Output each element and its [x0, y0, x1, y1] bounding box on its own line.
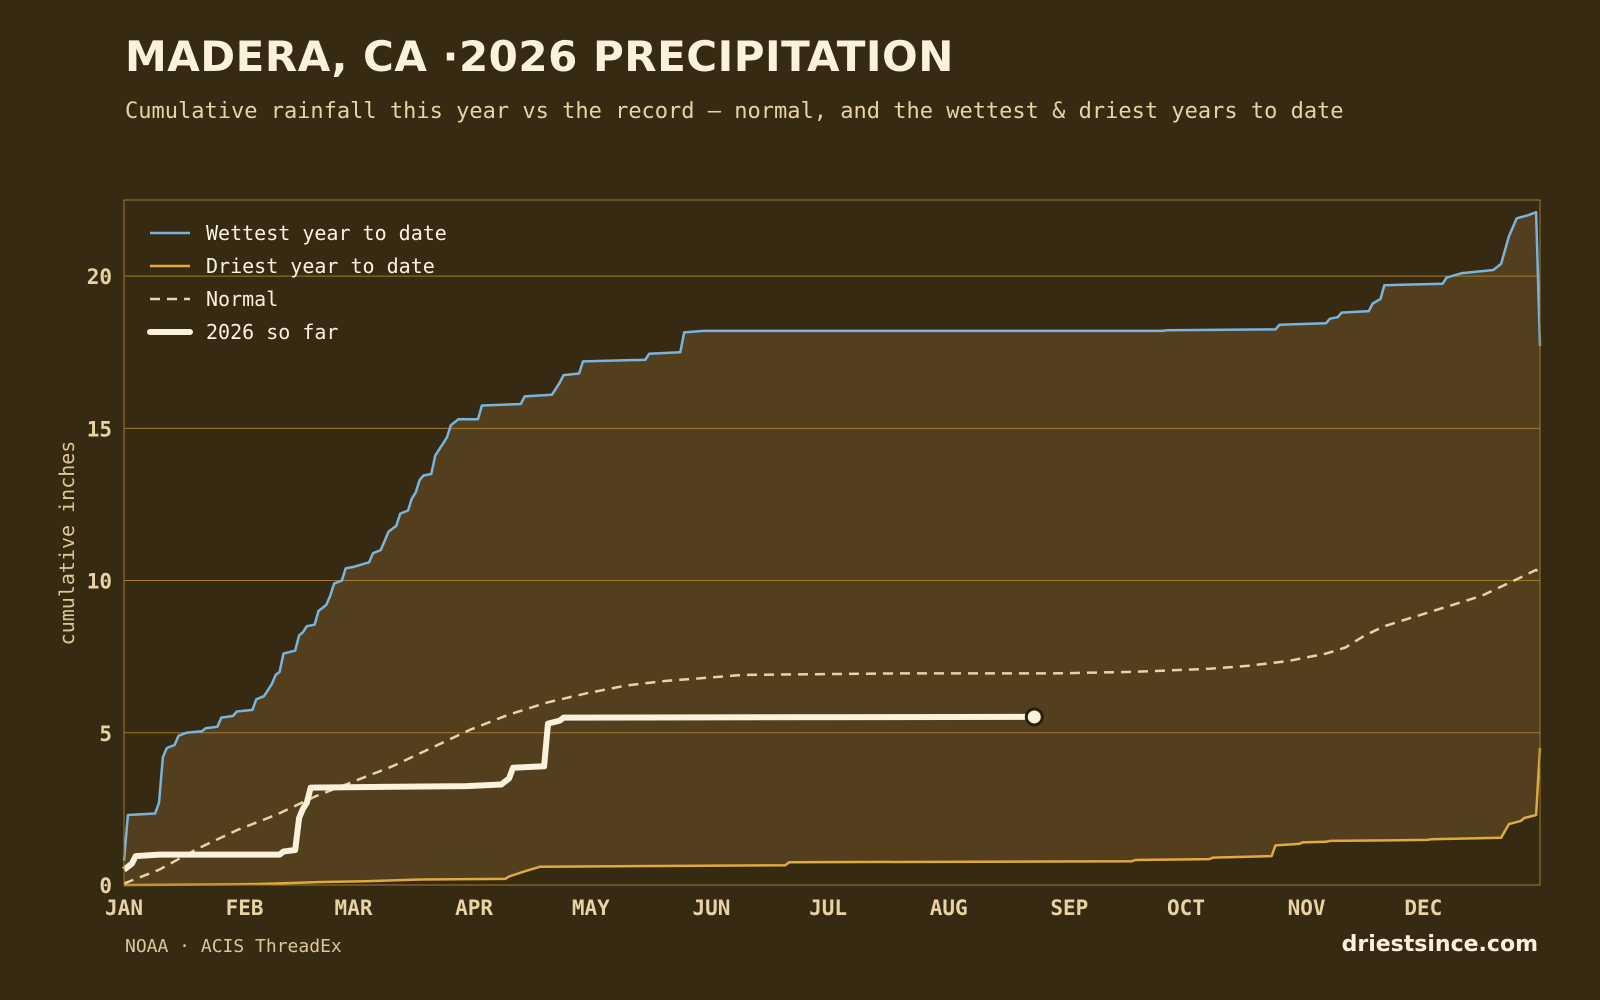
x-tick-label-apr: APR: [455, 896, 493, 920]
x-tick-label-dec: DEC: [1404, 896, 1442, 920]
chart-title: MADERA, CA ·2026 PRECIPITATION: [125, 32, 954, 81]
normal-line: [123, 568, 1541, 885]
y-tick-label: 15: [87, 417, 112, 441]
x-tick-label-oct: OCT: [1167, 896, 1205, 920]
x-tick-label-jun: JUN: [692, 896, 730, 920]
y-tick-label: 0: [99, 874, 112, 898]
y-axis-label: cumulative inches: [55, 441, 79, 646]
chart-subtitle: Cumulative rainfall this year vs the rec…: [125, 99, 1344, 124]
x-tick-label-nov: NOV: [1288, 896, 1326, 920]
plot-frame: [123, 199, 1541, 886]
x-tick-label-mar: MAR: [335, 896, 373, 920]
x-tick-label-feb: FEB: [226, 896, 264, 920]
current-year-marker: [1024, 707, 1044, 727]
legend-label-1: Driest year to date: [206, 254, 435, 278]
current-year-line: [122, 713, 1035, 873]
series-layer: [122, 210, 1542, 887]
legend-label-3: 2026 so far: [206, 320, 338, 344]
grid-layer: [124, 275, 1540, 734]
y-tick-label: 10: [87, 570, 112, 594]
tick-layer: 0 5 10 15 20 JAN FEB MAR APR MAY JUN JUL AUG SEP OCT NO…: [87, 265, 1443, 920]
legend: Wettest year to date Driest year to date N…: [147, 221, 447, 344]
x-tick-label-may: MAY: [572, 896, 610, 920]
site-link[interactable]: driestsince.com: [1341, 932, 1538, 957]
wet-dry-range-area: [124, 212, 1540, 885]
y-tick-label: 5: [99, 722, 112, 746]
wettest-year-line: [122, 210, 1542, 861]
y-tick-label: 20: [87, 265, 112, 289]
wettest-driest-band-layer: [124, 212, 1540, 885]
driest-year-line: [123, 747, 1542, 887]
data-source: NOAA · ACIS ThreadEx: [125, 936, 342, 957]
x-tick-label-jul: JUL: [809, 896, 847, 920]
legend-label-0: Wettest year to date: [206, 221, 447, 245]
legend-label-2: Normal: [206, 287, 278, 311]
x-tick-label-aug: AUG: [930, 896, 968, 920]
x-tick-label-jan: JAN: [105, 896, 143, 920]
x-tick-label-sep: SEP: [1050, 896, 1088, 920]
